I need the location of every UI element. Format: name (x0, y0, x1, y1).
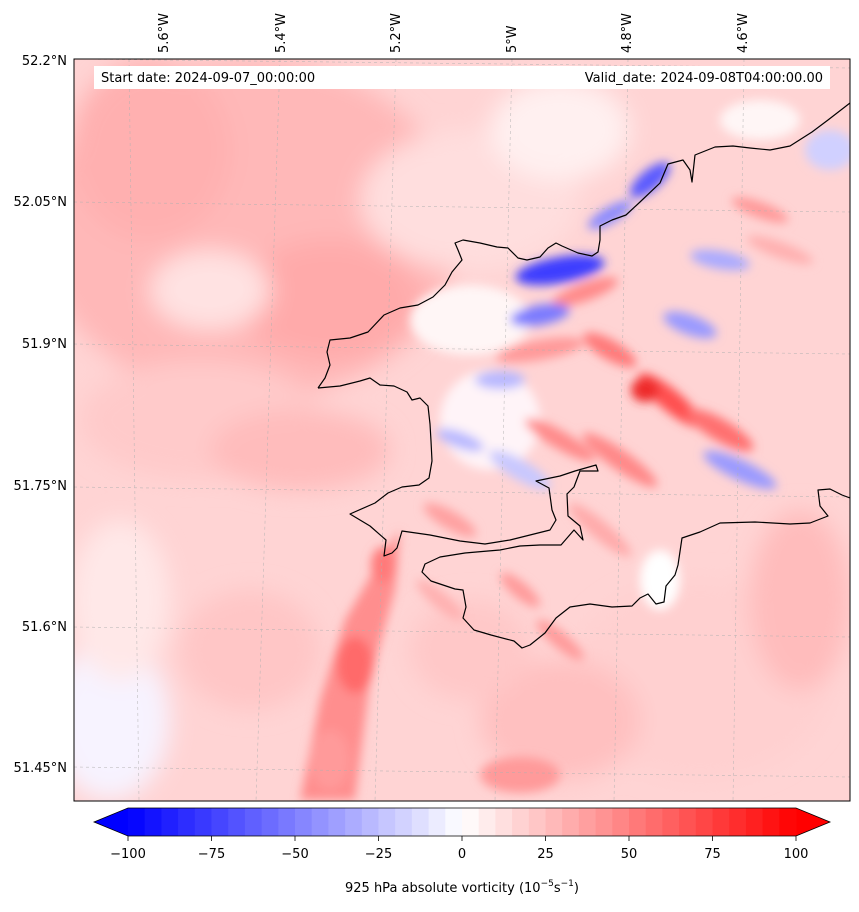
coastline (317, 102, 850, 649)
colorbar-segment (328, 808, 346, 836)
colorbar-segment (278, 808, 296, 836)
date-banner (94, 66, 830, 89)
colorbar-segments (128, 808, 797, 836)
lon-label: 5.2°W (389, 13, 404, 53)
colorbar-segment (244, 808, 263, 836)
latitude-labels: 52.2°N 52.05°N 51.9°N 51.75°N 51.6°N 51.… (14, 54, 67, 776)
colorbar-tick-label: 50 (621, 847, 638, 862)
colorbar-label: 925 hPa absolute vorticity (10−5s−1) (345, 879, 579, 896)
colorbar-segment (762, 808, 780, 836)
colorbar-segment (178, 808, 196, 836)
colorbar-segment (679, 808, 697, 836)
colorbar-segment (161, 808, 179, 836)
valid-date-label: Valid_date: 2024-09-08T04:00:00.00 (585, 71, 823, 86)
colorbar-segment (378, 808, 396, 836)
colorbar-segment (612, 808, 630, 836)
colorbar-segment (261, 808, 279, 836)
colorbar-segment (211, 808, 229, 836)
colorbar-segment (478, 808, 496, 836)
field-streak (300, 530, 560, 800)
colorbar-tick-label: 75 (704, 847, 721, 862)
lat-label: 51.75°N (14, 479, 67, 494)
colorbar-segment (495, 808, 513, 836)
vorticity-map: Start date: 2024-09-07_00:00:00 Valid_da… (74, 59, 850, 801)
lon-label: 4.8°W (620, 13, 635, 53)
colorbar-segment (228, 808, 246, 836)
lon-label: 5.6°W (157, 13, 172, 53)
colorbar-segment (729, 808, 747, 836)
colorbar-segment (662, 808, 680, 836)
lon-label: 4.6°W (736, 13, 751, 53)
colorbar-segment (395, 808, 413, 836)
colorbar-segment (712, 808, 730, 836)
colorbar-segment (144, 808, 162, 836)
colorbar-segment (779, 808, 797, 836)
colorbar-tick-label: 100 (784, 847, 809, 862)
colorbar-segment (462, 808, 480, 836)
field-broad (74, 60, 850, 800)
colorbar-segment (645, 808, 663, 836)
colorbar-segment (361, 808, 379, 836)
colorbar-segment (745, 808, 764, 836)
colorbar-tick-label: 0 (458, 847, 466, 862)
colorbar-tick-label: −25 (365, 847, 392, 862)
colorbar-segment (629, 808, 647, 836)
start-date-label: Start date: 2024-09-07_00:00:00 (101, 71, 315, 86)
colorbar-segment (194, 808, 212, 836)
colorbar-tick-label: −75 (198, 847, 225, 862)
lon-label: 5.4°W (274, 13, 289, 53)
gridlines (74, 59, 850, 801)
colorbar-tick-labels: −100 −75 −50 −25 0 25 50 75 100 (110, 847, 808, 862)
colorbar-segment (595, 808, 613, 836)
colorbar-segment (411, 808, 430, 836)
colorbar-tick-label: 25 (537, 847, 554, 862)
colorbar-ticks (127, 836, 797, 841)
lat-label: 52.2°N (22, 54, 67, 69)
colorbar-low-extend (94, 808, 128, 836)
colorbar-tick-label: −50 (281, 847, 308, 862)
colorbar-segment (528, 808, 546, 836)
colorbar-segment (445, 808, 463, 836)
map-frame (73, 58, 851, 802)
longitude-labels: 5.6°W 5.4°W 5.2°W 5°W 4.8°W 4.6°W (157, 13, 751, 53)
colorbar-segment (311, 808, 329, 836)
colorbar-segment (345, 808, 363, 836)
colorbar-segment (428, 808, 446, 836)
colorbar-high-extend (796, 808, 830, 836)
lat-label: 51.45°N (14, 761, 67, 776)
colorbar-segment (695, 808, 713, 836)
lat-label: 52.05°N (14, 195, 67, 210)
colorbar-segment (295, 808, 313, 836)
colorbar-tick-label: −100 (110, 847, 146, 862)
field-bands (410, 100, 850, 661)
colorbar-segment (128, 808, 146, 836)
colorbar-segment (512, 808, 530, 836)
colorbar-segment (578, 808, 597, 836)
colorbar-segment (545, 808, 563, 836)
lat-label: 51.6°N (22, 620, 67, 635)
colorbar-segment (562, 808, 580, 836)
lon-label: 5°W (505, 25, 520, 53)
colorbar: −100 −75 −50 −25 0 25 50 75 100 925 hPa … (92, 807, 832, 896)
lat-label: 51.9°N (22, 337, 67, 352)
